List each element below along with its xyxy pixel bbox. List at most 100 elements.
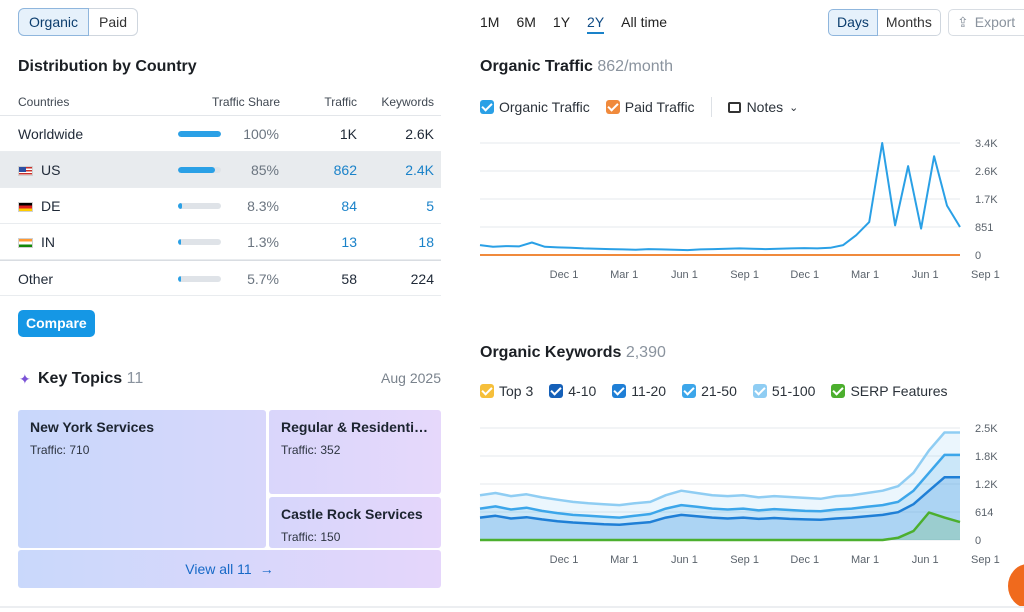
compare-button[interactable]: Compare bbox=[18, 310, 95, 337]
period-1y[interactable]: 1Y bbox=[552, 14, 571, 30]
topic-traffic: Traffic: 710 bbox=[30, 443, 90, 457]
series-line bbox=[480, 511, 961, 542]
table-row-worldwide: Worldwide 100% 1K 2.6K bbox=[0, 116, 441, 152]
share-percent: 1.3% bbox=[247, 234, 279, 250]
y-tick-label: 851 bbox=[975, 222, 993, 234]
traffic-link[interactable]: 862 bbox=[333, 162, 357, 178]
x-tick-label: Jun 1 bbox=[671, 554, 698, 566]
period-6m[interactable]: 6M bbox=[516, 14, 536, 30]
country-name: Other bbox=[18, 271, 54, 287]
x-tick-label: Mar 1 bbox=[610, 269, 638, 281]
arrow-right-icon: → bbox=[259, 561, 274, 577]
series-line bbox=[479, 142, 961, 252]
x-tick-label: Mar 1 bbox=[851, 554, 879, 566]
traffic-link[interactable]: 13 bbox=[341, 234, 357, 250]
topic-name: Regular & Residential Cleaning bbox=[281, 419, 429, 435]
organic-traffic-chart[interactable]: 3.4K 2.6K 1.7K 851 0 Dec 1 Mar 1 Jun 1 Sep 1 Dec … bbox=[470, 135, 1015, 285]
y-tick-label: 0 bbox=[975, 535, 981, 547]
y-tick-label: 3.4K bbox=[975, 138, 998, 150]
keywords-link[interactable]: 18 bbox=[418, 234, 434, 250]
us-flag-icon bbox=[18, 166, 33, 176]
series-line bbox=[479, 431, 960, 507]
topic-name: New York Services bbox=[30, 419, 155, 435]
legend-paid-traffic[interactable]: Paid Traffic bbox=[605, 99, 695, 115]
table-row-other: Other 5.7% 58 224 bbox=[0, 260, 441, 296]
notes-dropdown[interactable]: Notes ⌄ bbox=[727, 99, 798, 115]
x-tick-label: Dec 1 bbox=[790, 269, 819, 281]
topic-tile-regular-residential[interactable]: Regular & Residential Cleaning Traffic: … bbox=[269, 410, 441, 494]
granularity-toggle: Days Months bbox=[828, 9, 941, 36]
y-tick-label: 1.8K bbox=[975, 451, 998, 463]
topic-traffic: Traffic: 352 bbox=[281, 443, 341, 457]
checkbox-icon bbox=[549, 384, 564, 398]
x-tick-label: Mar 1 bbox=[610, 554, 638, 566]
share-percent: 5.7% bbox=[247, 271, 279, 287]
checkbox-icon bbox=[682, 384, 697, 398]
paid-toggle-button[interactable]: Paid bbox=[89, 8, 139, 36]
key-topics-date: Aug 2025 bbox=[381, 370, 441, 386]
comment-icon bbox=[727, 101, 741, 113]
keywords-link[interactable]: 2.4K bbox=[405, 162, 434, 178]
months-button[interactable]: Months bbox=[877, 9, 941, 36]
keywords-link[interactable]: 5 bbox=[426, 198, 434, 214]
organic-keywords-title: Organic Keywords 2,390 bbox=[480, 344, 666, 361]
legend-top-3[interactable]: Top 3 bbox=[480, 383, 533, 399]
keywords-value: 224 bbox=[410, 271, 434, 287]
topic-tile-castle-rock[interactable]: Castle Rock Services Traffic: 150 bbox=[269, 497, 441, 548]
x-tick-label: Sep 1 bbox=[971, 269, 1000, 281]
legend-4-10[interactable]: 4-10 bbox=[549, 383, 596, 399]
distribution-title: Distribution by Country bbox=[18, 58, 197, 75]
chat-widget-button[interactable] bbox=[1008, 564, 1024, 608]
x-tick-label: Mar 1 bbox=[851, 269, 879, 281]
keywords-value: 2.6K bbox=[405, 126, 434, 142]
export-button[interactable]: ⇪ Export bbox=[948, 9, 1024, 36]
checkbox-icon bbox=[480, 100, 494, 114]
checkbox-icon bbox=[612, 384, 627, 398]
y-tick-label: 2.5K bbox=[975, 423, 998, 435]
series-line bbox=[479, 453, 960, 519]
table-row-de[interactable]: DE 8.3% 84 5 bbox=[0, 188, 441, 224]
in-flag-icon bbox=[18, 238, 33, 248]
traffic-link[interactable]: 84 bbox=[341, 198, 357, 214]
topic-tile-new-york[interactable]: New York Services Traffic: 710 bbox=[18, 410, 266, 548]
legend-divider bbox=[710, 97, 712, 117]
traffic-legend: Organic Traffic Paid Traffic Notes ⌄ bbox=[480, 97, 814, 117]
view-all-topics-button[interactable]: View all 11 → bbox=[18, 550, 441, 588]
country-name: US bbox=[18, 152, 60, 188]
x-tick-label: Jun 1 bbox=[671, 269, 698, 281]
traffic-value: 1K bbox=[339, 126, 357, 142]
legend-organic-traffic[interactable]: Organic Traffic bbox=[480, 99, 590, 115]
table-row-in[interactable]: IN 1.3% 13 18 bbox=[0, 224, 441, 260]
series-area bbox=[480, 432, 960, 540]
legend-serp-features[interactable]: SERP Features bbox=[831, 383, 947, 399]
header-traffic: Traffic bbox=[324, 95, 357, 109]
share-percent: 8.3% bbox=[247, 198, 279, 214]
organic-keywords-chart[interactable]: 2.5K 1.8K 1.2K 614 0 Dec 1 Mar 1 Jun 1 Sep 1 Dec … bbox=[470, 420, 1015, 570]
sparkle-icon: ✦ bbox=[19, 371, 31, 387]
x-tick-label: Sep 1 bbox=[730, 554, 759, 566]
legend-21-50[interactable]: 21-50 bbox=[682, 383, 737, 399]
period-2y[interactable]: 2Y bbox=[587, 12, 605, 34]
y-tick-label: 614 bbox=[975, 507, 993, 519]
country-name: IN bbox=[18, 224, 55, 260]
topic-traffic: Traffic: 150 bbox=[281, 530, 341, 544]
checkbox-icon bbox=[480, 384, 494, 398]
period-1m[interactable]: 1M bbox=[480, 14, 500, 30]
x-tick-label: Sep 1 bbox=[971, 554, 1000, 566]
legend-11-20[interactable]: 11-20 bbox=[612, 383, 666, 399]
share-bar bbox=[178, 203, 221, 209]
share-bar bbox=[178, 239, 221, 245]
days-button[interactable]: Days bbox=[828, 9, 878, 36]
country-table: Countries Traffic Share Traffic Keywords… bbox=[0, 88, 441, 296]
header-traffic-share: Traffic Share bbox=[211, 95, 280, 109]
de-flag-icon bbox=[18, 202, 33, 212]
key-topics-count: 11 bbox=[126, 370, 144, 387]
series-area bbox=[480, 512, 960, 540]
topic-name: Castle Rock Services bbox=[281, 506, 423, 522]
legend-51-100[interactable]: 51-100 bbox=[752, 383, 815, 399]
period-all-time[interactable]: All time bbox=[621, 14, 668, 30]
share-bar bbox=[178, 167, 221, 173]
organic-toggle-button[interactable]: Organic bbox=[18, 8, 90, 36]
table-row-us[interactable]: US 85% 862 2.4K bbox=[0, 152, 441, 188]
share-percent: 85% bbox=[250, 162, 279, 178]
